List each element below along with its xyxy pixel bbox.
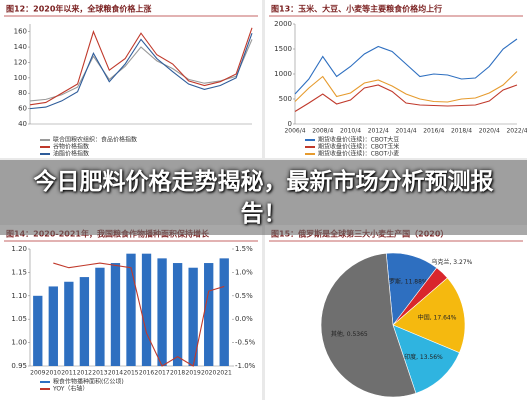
line [29,39,253,102]
headline: 今日肥料价格走势揭秘，最新市场分析预测报告！ [33,169,494,227]
line [294,71,518,103]
x-tick-label: 2020 [201,370,216,377]
y-tick-label: 160 [14,28,27,36]
bar [95,267,105,366]
slice-label: 俄罗斯, 11.88% [383,278,428,286]
y-tick-label: 40 [18,120,27,128]
pie-slice [392,324,460,394]
legend-label: 期货收盘价(连续)：CBOT小麦 [318,150,399,158]
bar [219,258,229,366]
bar [33,295,43,366]
y-tick-label: 120 [14,58,27,66]
bar [141,253,152,366]
x-tick-label: 2014/4 [395,128,416,135]
line [294,38,518,95]
bar [48,286,58,366]
x-tick-label: 2018 [170,370,185,377]
x-tick-label: 2017 [154,370,169,377]
bar [79,277,90,366]
y-tick-label: 1.15 [11,268,27,276]
y-tick-label: 0.95 [11,362,27,370]
line [29,27,253,106]
x-tick-label: 2020/4 [479,128,500,135]
pie-slice [392,277,466,354]
bar [157,258,167,366]
x-tick-label: 2011 [61,370,76,377]
chart-title: 图13：玉米、大豆、小麦等主要粮食价格均上行 [271,4,442,14]
x-tick-label: 2015 [123,370,138,377]
y-tick-label: 1.05 [11,315,27,323]
line [294,84,518,112]
y2-tick-label: 0.0% [235,315,253,323]
legend-label: 粮食作物播种面积(亿公顷) [53,378,124,386]
x-tick-label: 2021 [217,370,232,377]
y-tick-label: 100 [14,74,27,82]
x-tick-label: 2018/4 [451,128,472,135]
y-tick-label: 1.20 [11,245,27,253]
y2-tick-label: -1.0% [235,362,256,370]
bar [188,267,198,366]
pie-slice [320,252,417,398]
bar [172,263,183,366]
legend-label: 联合国粮农组织：食品价格指数 [53,136,137,144]
y-tick-label: 2000 [274,20,292,28]
y-tick-label: 1.00 [11,339,27,347]
bar [110,263,121,366]
x-tick-label: 2012 [77,370,92,377]
bar [64,281,74,366]
x-tick-label: 2013 [92,370,107,377]
x-tick-label: 2016 [139,370,154,377]
slice-label: 其他, 0.5365 [331,330,368,338]
x-tick-label: 2010 [46,370,61,377]
y2-tick-label: 1.5% [235,245,253,253]
line [53,262,225,367]
y2-tick-label: -0.5% [235,339,256,347]
legend-label: 期货收盘价(连续)：CBOT玉米 [318,143,399,151]
y-tick-label: 60 [18,105,27,113]
x-tick-label: 2019 [186,370,201,377]
overlay-band [0,160,527,235]
y-tick-label: 500 [279,95,292,103]
bar [204,263,214,366]
legend-label: 期货收盘价(连续)：CBOT大豆 [318,136,399,144]
x-tick-label: 2012/4 [368,128,389,135]
legend-label: 油脂价格指数 [53,150,89,158]
x-tick-label: 2009 [30,370,45,377]
line [29,33,253,110]
legend-label: YOY（右轴） [52,385,88,393]
legend-label: 谷物价格指数 [53,143,89,151]
y2-tick-label: 1.0% [235,268,253,276]
x-tick-label: 2016/4 [423,128,444,135]
x-tick-label: 2010/4 [340,128,361,135]
x-tick-label: 2014 [108,370,123,377]
bar [126,253,136,366]
x-tick-label: 2022/4 [506,128,527,135]
panel [0,0,262,158]
x-tick-label: 2006/4 [284,128,305,135]
y-tick-label: 1.10 [11,292,27,300]
y-tick-label: 1000 [274,70,292,78]
y-tick-label: 140 [14,43,27,51]
y-tick-label: 80 [18,89,27,97]
y2-tick-label: 0.5% [235,292,253,300]
x-tick-label: 2008/4 [312,128,333,135]
chart-title: 图12：2020年以来，全球粮食价格上涨 [6,4,151,14]
slice-label: 中国, 17.64% [418,313,457,321]
y-tick-label: 0 [288,120,292,128]
slice-label: 印度, 13.56% [404,353,443,361]
y-tick-label: 1500 [274,45,292,53]
slice-label: 乌克兰, 3.27% [431,258,472,266]
